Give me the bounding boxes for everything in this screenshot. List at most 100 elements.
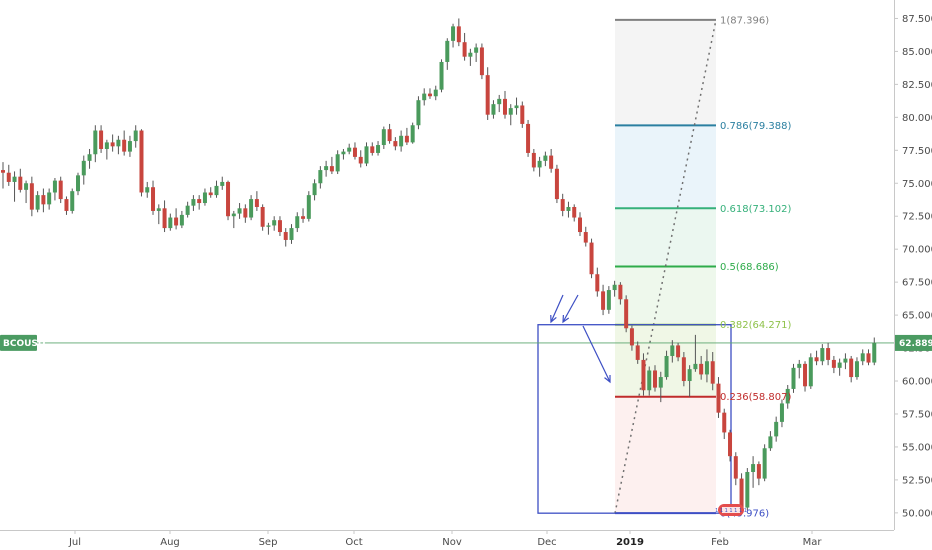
candle-down[interactable] [110,142,115,147]
candle-down[interactable] [456,26,461,43]
candle-up[interactable] [785,388,790,404]
candle-down[interactable] [520,105,525,124]
candle-up[interactable] [47,192,52,205]
candle-down[interactable] [6,172,11,182]
candle-up[interactable] [445,40,450,62]
candle-down[interactable] [624,299,629,329]
candle-up[interactable] [820,348,825,362]
candle-down[interactable] [629,328,634,346]
candle-up[interactable] [381,129,386,146]
candle-up[interactable] [808,357,813,387]
candle-up[interactable] [87,154,92,161]
candle-down[interactable] [589,242,594,275]
candle-up[interactable] [156,208,161,211]
candle-up[interactable] [24,183,29,190]
candle-up[interactable] [191,199,196,206]
candle-up[interactable] [289,228,294,240]
candle-up[interactable] [295,216,300,229]
candle-down[interactable] [595,274,600,292]
candle-down[interactable] [560,199,565,211]
candle-up[interactable] [266,225,271,227]
candle-down[interactable] [699,363,704,375]
candle-up[interactable] [779,403,784,422]
candle-down[interactable] [358,156,363,164]
candle-up[interactable] [768,436,773,449]
candle-up[interactable] [797,363,802,368]
candle-down[interactable] [208,192,213,196]
candle-up[interactable] [854,361,859,378]
candle-up[interactable] [399,135,404,147]
x-axis[interactable]: Jul Aug Sep Oct Nov Dec 2019 Feb Mar [68,530,822,548]
candle-down[interactable] [197,199,202,204]
candle-up[interactable] [220,181,225,186]
candle-down[interactable] [1,170,5,173]
candle-up[interactable] [508,108,513,115]
candle-up[interactable] [704,361,709,375]
candle-down[interactable] [549,155,554,169]
candle-up[interactable] [762,448,767,479]
candle-up[interactable] [416,100,421,126]
y-axis[interactable]: 87.500 85.000 82.500 80.000 77.500 75.000 72.5… [894,14,932,519]
candle-down[interactable] [41,195,46,205]
candle-down[interactable] [370,146,375,153]
candle-down[interactable] [601,291,606,310]
candle-down[interactable] [99,130,104,149]
candle-up[interactable] [81,160,86,176]
candle-up[interactable] [249,199,254,218]
candle-down[interactable] [676,345,681,358]
candle-up[interactable] [364,146,369,164]
candle-up[interactable] [93,130,98,155]
candle-up[interactable] [35,195,40,210]
candle-down[interactable] [479,47,484,76]
candle-down[interactable] [756,464,761,479]
candle-up[interactable] [745,471,750,508]
candle-up[interactable] [537,160,542,168]
candles[interactable] [1,18,877,513]
candle-up[interactable] [127,141,132,152]
candle-up[interactable] [543,155,548,161]
candle-up[interactable] [231,213,236,217]
candle-down[interactable] [803,363,808,387]
candle-up[interactable] [410,125,415,143]
candle-up[interactable] [474,47,479,53]
candle-up[interactable] [612,284,617,291]
candle-up[interactable] [433,89,438,97]
candle-down[interactable] [427,93,432,97]
candle-down[interactable] [162,208,167,229]
arrow-annotation[interactable] [582,325,611,384]
candle-up[interactable] [422,93,427,101]
arrow-annotation[interactable] [550,294,564,324]
candle-down[interactable] [716,383,721,413]
candle-up[interactable] [670,345,675,356]
candle-down[interactable] [554,168,559,200]
candle-down[interactable] [502,98,507,115]
candle-up[interactable] [145,187,150,193]
candle-up[interactable] [116,139,121,147]
candle-up[interactable] [687,369,692,382]
candle-up[interactable] [168,217,173,229]
candle-up[interactable] [843,358,848,363]
candle-down[interactable] [151,187,156,211]
candle-up[interactable] [324,166,329,171]
arrow-annotation[interactable] [562,294,579,324]
candle-down[interactable] [243,208,248,218]
candle-down[interactable] [641,359,646,391]
candle-up[interactable] [76,175,81,192]
candle-up[interactable] [451,26,456,41]
candle-down[interactable] [301,216,306,219]
candle-down[interactable] [728,432,733,457]
candle-down[interactable] [393,141,398,147]
candle-down[interactable] [653,370,658,388]
candle-down[interactable] [58,180,63,200]
candle-down[interactable] [739,478,744,508]
candle-down[interactable] [681,357,686,382]
candle-down[interactable] [583,232,588,243]
candle-down[interactable] [254,199,259,207]
candle-down[interactable] [64,199,69,211]
candle-up[interactable] [70,191,75,211]
candle-up[interactable] [237,208,242,214]
candle-up[interactable] [179,214,184,226]
candle-up[interactable] [837,362,842,368]
candle-down[interactable] [260,206,265,227]
candle-down[interactable] [866,353,871,363]
